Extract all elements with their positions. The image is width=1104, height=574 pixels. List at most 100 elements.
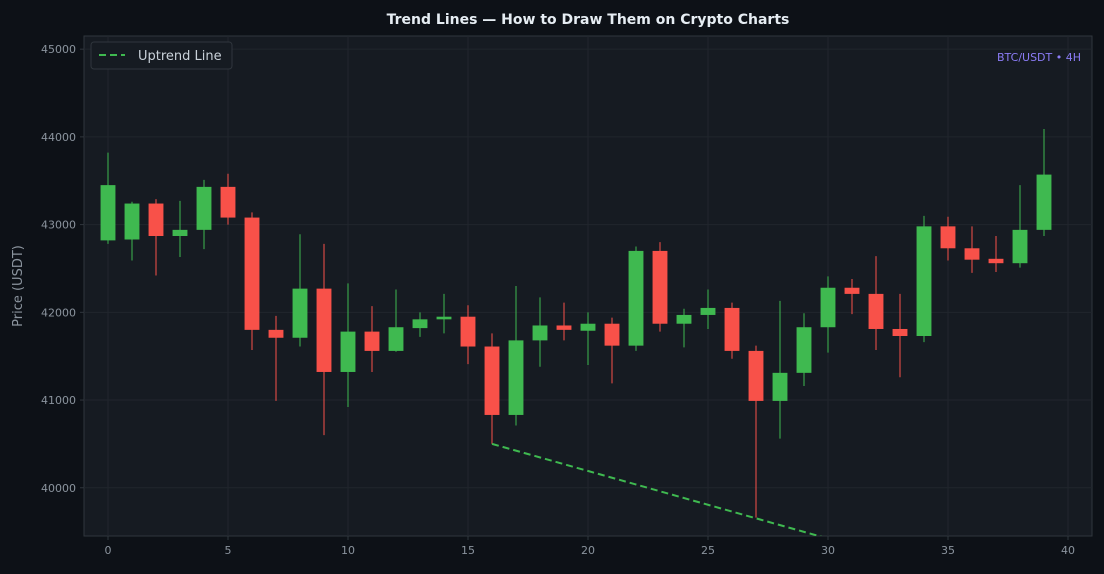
candle-body — [556, 325, 572, 330]
candle-bullish — [196, 179, 212, 250]
candle-body — [1012, 229, 1028, 264]
candle-bearish — [964, 226, 980, 273]
candle-bearish — [364, 306, 380, 372]
candle-body — [844, 287, 860, 294]
candle-bullish — [820, 276, 836, 353]
candle-bearish — [484, 333, 500, 444]
chart-title: Trend Lines — How to Draw Them on Crypto… — [387, 12, 790, 28]
candle-bearish — [724, 302, 740, 359]
candle-body — [532, 325, 548, 341]
candle-body — [292, 288, 308, 338]
candle-body — [196, 186, 212, 230]
candle-bullish — [628, 246, 644, 351]
candle-body — [652, 250, 668, 324]
candle-body — [604, 323, 620, 346]
candle-bearish — [460, 305, 476, 365]
uptrend-line — [491, 442, 823, 536]
x-tick-label: 5 — [225, 544, 232, 557]
candle-body — [172, 229, 188, 236]
candle-body — [868, 293, 884, 329]
candle-bearish — [556, 302, 572, 341]
candle-body — [748, 350, 764, 401]
x-tick-label: 30 — [821, 544, 835, 557]
candle-bearish — [604, 317, 620, 384]
candle-bullish — [1012, 185, 1028, 268]
candle-bearish — [652, 242, 668, 332]
pair-label: BTC/USDT • 4H — [997, 51, 1081, 64]
candle-body — [796, 327, 812, 373]
candle-body — [364, 331, 380, 351]
candle-bullish — [172, 200, 188, 258]
candle-body — [100, 185, 116, 241]
candle-bullish — [796, 313, 812, 386]
candle-bullish — [436, 293, 452, 334]
legend: Uptrend Line — [90, 41, 233, 70]
y-tick-label: 44000 — [41, 131, 76, 144]
x-tick-label: 35 — [941, 544, 955, 557]
candle-bullish — [388, 289, 404, 352]
candle-body — [988, 258, 1004, 264]
candle-bearish — [316, 243, 332, 436]
candle-body — [148, 203, 164, 236]
candle-body — [916, 226, 932, 336]
candle-bullish — [580, 312, 596, 365]
candle-bullish — [292, 234, 308, 347]
candle-body — [268, 329, 284, 338]
candle-bullish — [700, 289, 716, 329]
candle-body — [628, 250, 644, 346]
candle-body — [484, 346, 500, 415]
y-tick-label: 40000 — [41, 482, 76, 495]
y-tick-label: 45000 — [41, 43, 76, 56]
candle-body — [700, 307, 716, 315]
candle-body — [220, 186, 236, 218]
candle-body — [1036, 174, 1052, 230]
candle-bullish — [508, 286, 524, 426]
x-tick-label: 15 — [461, 544, 475, 557]
candle-bullish — [772, 300, 788, 439]
legend-box — [90, 41, 233, 70]
x-tick-label: 25 — [701, 544, 715, 557]
candle-body — [436, 316, 452, 320]
candle-bullish — [412, 312, 428, 337]
y-tick-label: 41000 — [41, 394, 76, 407]
x-tick-label: 40 — [1061, 544, 1075, 557]
candles — [100, 128, 1052, 518]
candle-bullish — [1036, 128, 1052, 236]
x-tick-label: 10 — [341, 544, 355, 557]
candle-bearish — [940, 216, 956, 261]
candle-bearish — [748, 345, 764, 518]
candle-body — [724, 307, 740, 351]
candle-bullish — [532, 297, 548, 367]
x-axis-ticks: 0 5 10 15 20 25 30 35 40 — [105, 536, 1075, 557]
y-axis-label: Price (USDT) — [11, 245, 26, 327]
candle-bearish — [844, 278, 860, 315]
candle-body — [412, 319, 428, 329]
candle-body — [316, 288, 332, 372]
candle-body — [940, 226, 956, 249]
candle-bearish — [892, 293, 908, 378]
y-axis-ticks: 40000 41000 42000 43000 44000 45000 — [41, 43, 84, 495]
y-tick-label: 42000 — [41, 306, 76, 319]
candle-body — [892, 328, 908, 336]
candle-body — [820, 287, 836, 328]
candle-body — [460, 316, 476, 347]
candle-body — [580, 323, 596, 331]
x-tick-label: 0 — [105, 544, 112, 557]
candle-bearish — [220, 173, 236, 225]
candle-bearish — [988, 236, 1004, 272]
candle-bullish — [916, 215, 932, 343]
y-tick-label: 43000 — [41, 219, 76, 232]
candle-bullish — [100, 152, 116, 244]
candle-body — [124, 203, 140, 240]
candle-bullish — [124, 201, 140, 261]
candle-bearish — [268, 315, 284, 401]
candle-bullish — [340, 283, 356, 408]
candle-body — [508, 340, 524, 415]
x-tick-label: 20 — [581, 544, 595, 557]
candle-bearish — [244, 212, 260, 351]
candle-body — [772, 372, 788, 401]
candle-body — [676, 314, 692, 324]
legend-label: Uptrend Line — [138, 49, 222, 64]
